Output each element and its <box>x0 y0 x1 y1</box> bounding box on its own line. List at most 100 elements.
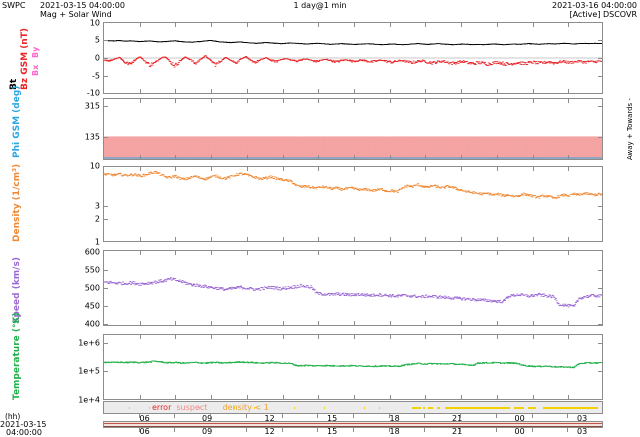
x-tick <box>354 321 355 325</box>
y-tick <box>598 106 602 107</box>
x-tick <box>247 335 248 339</box>
x-tick <box>140 155 141 159</box>
x-tick <box>461 321 462 325</box>
y-tick <box>104 137 108 138</box>
quality-flag <box>589 407 590 409</box>
time-tick <box>424 428 425 432</box>
series-canvas <box>104 335 602 399</box>
x-tick <box>140 23 141 27</box>
y-tick-label: 500 <box>56 284 100 293</box>
y-tick <box>598 93 602 94</box>
x-tick <box>461 89 462 93</box>
x-tick <box>425 89 426 93</box>
x-tick <box>568 99 569 103</box>
time-tick <box>246 414 247 418</box>
x-tick <box>497 237 498 241</box>
x-tick <box>533 99 534 103</box>
x-tick <box>175 89 176 93</box>
time-tick <box>139 414 140 418</box>
x-tick <box>425 395 426 399</box>
panel-mag[interactable] <box>103 22 603 94</box>
x-tick <box>140 167 141 171</box>
legend-item-0: error <box>152 403 171 412</box>
x-tick <box>247 167 248 171</box>
quality-flag <box>379 407 380 409</box>
x-tick <box>497 395 498 399</box>
x-tick <box>533 335 534 339</box>
x-tick <box>533 167 534 171</box>
x-tick <box>390 99 391 103</box>
x-tick <box>354 251 355 255</box>
y-tick <box>104 270 108 271</box>
x-tick <box>175 167 176 171</box>
axis-title-phi: Phi GSM (deg) <box>12 86 22 158</box>
x-tick <box>175 99 176 103</box>
x-tick <box>390 237 391 241</box>
time-tick <box>317 414 318 418</box>
y-tick <box>598 58 602 59</box>
x-tick <box>390 335 391 339</box>
time-tick <box>532 414 533 418</box>
x-tick <box>354 237 355 241</box>
x-tick <box>211 335 212 339</box>
x-tick <box>247 321 248 325</box>
x-tick <box>354 23 355 27</box>
x-tick <box>497 335 498 339</box>
x-tick <box>497 251 498 255</box>
x-tick <box>568 155 569 159</box>
x-tick <box>318 155 319 159</box>
y-tick-label: -5 <box>56 71 100 80</box>
time-tick <box>174 428 175 432</box>
time-tick <box>282 414 283 418</box>
x-tick <box>533 89 534 93</box>
quality-segment <box>514 407 524 409</box>
y-tick <box>598 206 602 207</box>
x-tick <box>175 155 176 159</box>
data-series <box>104 278 602 307</box>
quality-segment <box>528 407 536 409</box>
data-series <box>104 361 602 368</box>
x-tick <box>283 321 284 325</box>
x-tick <box>354 167 355 171</box>
y-tick-label: 600 <box>56 247 100 256</box>
x-tick <box>211 321 212 325</box>
x-tick <box>175 321 176 325</box>
x-tick <box>425 335 426 339</box>
panel-temperature[interactable] <box>103 334 603 400</box>
data-series <box>104 40 602 44</box>
x-tick <box>283 237 284 241</box>
panel-phi[interactable] <box>103 98 603 160</box>
x-tick <box>568 89 569 93</box>
x-tick <box>461 155 462 159</box>
panel-density[interactable] <box>103 166 603 242</box>
time-tick <box>460 414 461 418</box>
axis-title-by: By <box>31 47 40 58</box>
x-tick <box>175 23 176 27</box>
x-tick <box>247 155 248 159</box>
y-tick <box>104 324 108 325</box>
x-tick <box>211 155 212 159</box>
plot-area-phi <box>104 99 602 159</box>
x-tick <box>283 395 284 399</box>
plot-area-temperature <box>104 335 602 399</box>
x-tick <box>175 237 176 241</box>
quality-flag <box>364 407 365 409</box>
y-tick-label: 1e+5 <box>56 367 100 376</box>
x-tick <box>533 321 534 325</box>
x-tick <box>497 99 498 103</box>
y-tick-label: 550 <box>56 265 100 274</box>
status-label: [Active] DSCOVR <box>569 10 637 19</box>
x-tick <box>533 395 534 399</box>
y-tick <box>104 206 108 207</box>
x-tick <box>533 251 534 255</box>
x-tick <box>390 395 391 399</box>
y-tick-label: 1e+4 <box>56 396 100 405</box>
y-tick-label: 450 <box>56 302 100 311</box>
panel-speed[interactable] <box>103 250 603 326</box>
quality-flag <box>324 407 325 409</box>
time-tick <box>389 414 390 418</box>
x-tick <box>568 251 569 255</box>
series-canvas <box>104 99 602 159</box>
y-tick-label: 5 <box>56 36 100 45</box>
